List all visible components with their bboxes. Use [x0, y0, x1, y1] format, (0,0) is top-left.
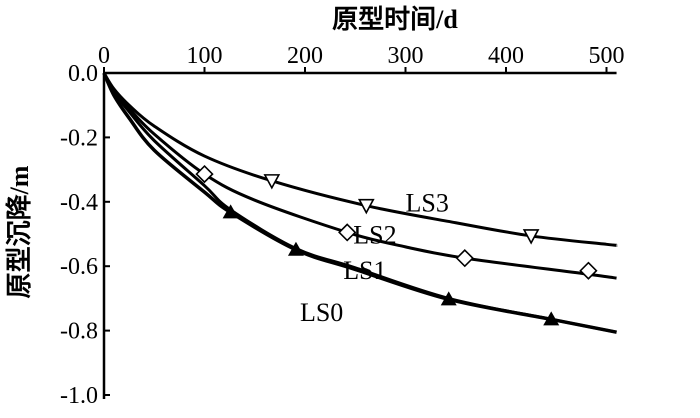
data-point-ls2	[579, 261, 598, 280]
x-tick-label: 500	[589, 43, 625, 69]
x-tick-label: 400	[488, 43, 524, 69]
x-tick-label: 300	[388, 43, 424, 69]
series-label-ls2: LS2	[353, 221, 396, 250]
data-point-ls0	[440, 291, 457, 306]
x-tick-label: 200	[287, 43, 323, 69]
y-tick-label: 0.0	[68, 61, 98, 87]
series-label-ls1: LS1	[343, 256, 386, 285]
series-label-ls3: LS3	[406, 188, 449, 217]
y-axis-title: 原型沉降/m	[5, 165, 34, 298]
data-point-ls3	[263, 174, 281, 190]
data-point-ls3	[522, 229, 540, 245]
data-point-ls2	[455, 249, 474, 268]
series-label-ls0: LS0	[300, 298, 343, 327]
data-point-ls0	[287, 241, 304, 256]
data-point-ls0	[543, 311, 560, 326]
data-point-ls2	[338, 223, 357, 242]
x-tick-label: 0	[98, 43, 110, 69]
data-point-ls2	[195, 164, 214, 184]
y-tick-label: -0.4	[60, 190, 98, 216]
y-tick-label: -0.8	[60, 319, 98, 345]
y-tick-label: -1.0	[60, 383, 98, 409]
x-axis-title: 原型时间/d	[332, 5, 458, 34]
data-point-ls3	[357, 198, 375, 215]
y-tick-label: -0.2	[60, 125, 98, 151]
x-tick-label: 100	[187, 43, 223, 69]
series-line-ls2	[102, 72, 617, 280]
data-point-ls0	[222, 204, 239, 219]
series-line-ls0	[102, 72, 617, 334]
y-tick-label: -0.6	[60, 254, 98, 280]
series-line-ls3	[102, 72, 618, 247]
